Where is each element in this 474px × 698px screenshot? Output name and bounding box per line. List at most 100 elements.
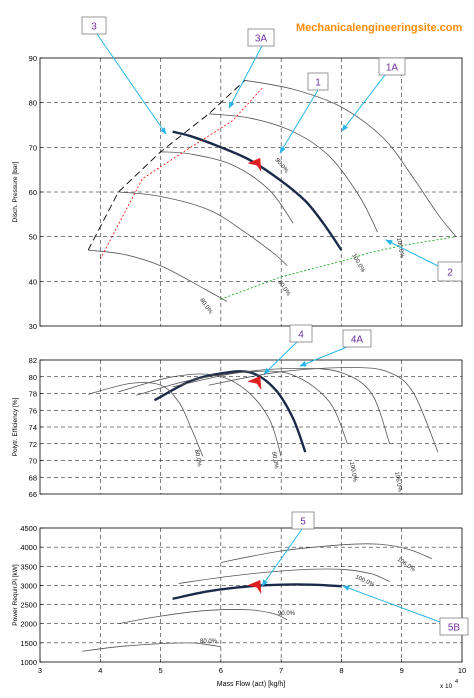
callout-box [81, 16, 107, 35]
y-tick-label: 70 [29, 143, 37, 152]
callout-label-c1: 1 [315, 78, 321, 89]
operating-point-marker [247, 376, 262, 391]
operating-curve [153, 370, 307, 453]
callout-label-c5: 5 [300, 517, 306, 528]
x-axis-label: Mass Flow (act) [kg/h] [217, 681, 286, 688]
callout-arrow [342, 585, 441, 623]
x-tick-label: 9 [400, 666, 404, 675]
callout-box [342, 329, 372, 348]
y-tick-label: 1500 [20, 639, 37, 648]
speed-annotation: 90.0% [278, 611, 296, 617]
callout-box [291, 511, 315, 530]
callout-arrow [299, 346, 348, 367]
speed-line [118, 373, 282, 457]
x-tick-label: 6 [219, 666, 223, 675]
discharge-pressure-chart: 30 40 50 60 70 80 90 Disch. Pressure [bar] 90.0%… [12, 54, 463, 331]
y-tick-label: 30 [29, 322, 37, 331]
x-tick-label: 10 [458, 666, 466, 675]
speed-annotation: 80.0% [200, 639, 218, 645]
y-tick-label: 82 [29, 356, 37, 365]
surge-control-line [99, 86, 264, 260]
callouts: 3 3A 1 1A 2 4 4A 5 5B [81, 16, 469, 636]
speed-line [172, 367, 391, 444]
speed-line [208, 367, 439, 453]
operating-point-marker [247, 157, 262, 173]
x-multiplier-exponent: 4 [455, 679, 458, 685]
speed-line [136, 370, 348, 444]
callout-arrow [279, 89, 319, 154]
y-tick-label: 40 [29, 277, 37, 286]
speed-annotation: 100.0% [348, 461, 358, 483]
callout-arrow [228, 45, 263, 109]
speed-annotation: 90.0% [273, 157, 289, 174]
speed-line [88, 249, 228, 302]
y-tick-label: 80 [29, 99, 37, 108]
callout-box [378, 57, 406, 76]
y-tick-label: 3500 [20, 562, 37, 571]
callout-label-c2: 2 [447, 268, 453, 279]
stonewall-line [220, 236, 457, 300]
speed-line [178, 568, 390, 584]
speed-line [160, 151, 294, 224]
callout-label-c5b: 5B [448, 623, 461, 634]
speed-line [88, 382, 204, 457]
y-tick-label: 4000 [20, 543, 37, 552]
callout-box [289, 324, 313, 343]
polytropic-efficiency-chart: 66 68 70 72 74 76 78 80 82 Polytr. Efficiency [%]… [12, 356, 463, 499]
operating-point-marker [247, 579, 262, 595]
y-tick-label: 78 [29, 390, 37, 399]
callout-arrow [385, 239, 439, 267]
x-tick-label: 7 [279, 666, 283, 675]
callout-arrow [96, 33, 167, 135]
speed-annotation: 100.0% [350, 253, 366, 274]
y-tick-label: 74 [29, 423, 37, 432]
speed-annotation: 80.0% [193, 449, 202, 467]
surge-line [87, 79, 246, 251]
speed-line [244, 79, 457, 237]
operating-curve [172, 130, 343, 251]
x-tick-label: 5 [158, 666, 162, 675]
y-tick-label: 70 [29, 457, 37, 466]
y-tick-label: 50 [29, 233, 37, 242]
site-title: Mechanicalengineeringsite.com [296, 22, 463, 34]
y-tick-label: 66 [29, 490, 37, 499]
speed-line [82, 642, 221, 652]
speed-annotation: 106.0% [396, 557, 417, 574]
callout-box [307, 72, 329, 91]
callout-arrow [341, 74, 386, 132]
speed-annotation: 80.0% [198, 298, 213, 316]
speed-line [220, 543, 433, 563]
y-axis-label: Disch. Pressure [bar] [12, 161, 19, 222]
y-tick-label: 72 [29, 440, 37, 449]
y-tick-label: 60 [29, 188, 37, 197]
callout-label-c4a: 4A [351, 335, 364, 346]
y-tick-label: 2500 [20, 601, 37, 610]
y-tick-label: 76 [29, 406, 37, 415]
callout-box [439, 617, 469, 636]
y-axis-label: Power Requir.Pi [kW] [12, 564, 19, 626]
x-tick-label: 8 [339, 666, 343, 675]
y-tick-label: 2000 [20, 620, 37, 629]
speed-annotation: 90.0% [270, 451, 279, 469]
speed-line [208, 113, 378, 233]
y-axis-label: Polytr. Efficiency [%] [12, 397, 19, 456]
speed-annotation: 100.0% [354, 574, 376, 588]
plot-frame [39, 527, 463, 663]
callout-box [437, 261, 463, 282]
y-tick-label: 90 [29, 54, 37, 63]
callout-box [247, 28, 275, 47]
y-tick-label: 68 [29, 473, 37, 482]
callout-arrow [261, 528, 303, 587]
y-tick-label: 4500 [20, 524, 37, 533]
speed-line [118, 191, 288, 266]
speed-annotation: 106.0% [393, 471, 403, 493]
callout-label-c3a: 3A [255, 34, 268, 45]
callout-arrow [263, 341, 298, 375]
x-tick-label: 4 [98, 666, 102, 675]
power-required-chart: 1000 1500 2000 2500 3000 3500 4000 4500 Power Re… [12, 524, 466, 690]
callout-label-c1a: 1A [386, 63, 399, 74]
y-tick-label: 3000 [20, 581, 37, 590]
callout-label-c3: 3 [91, 22, 97, 33]
